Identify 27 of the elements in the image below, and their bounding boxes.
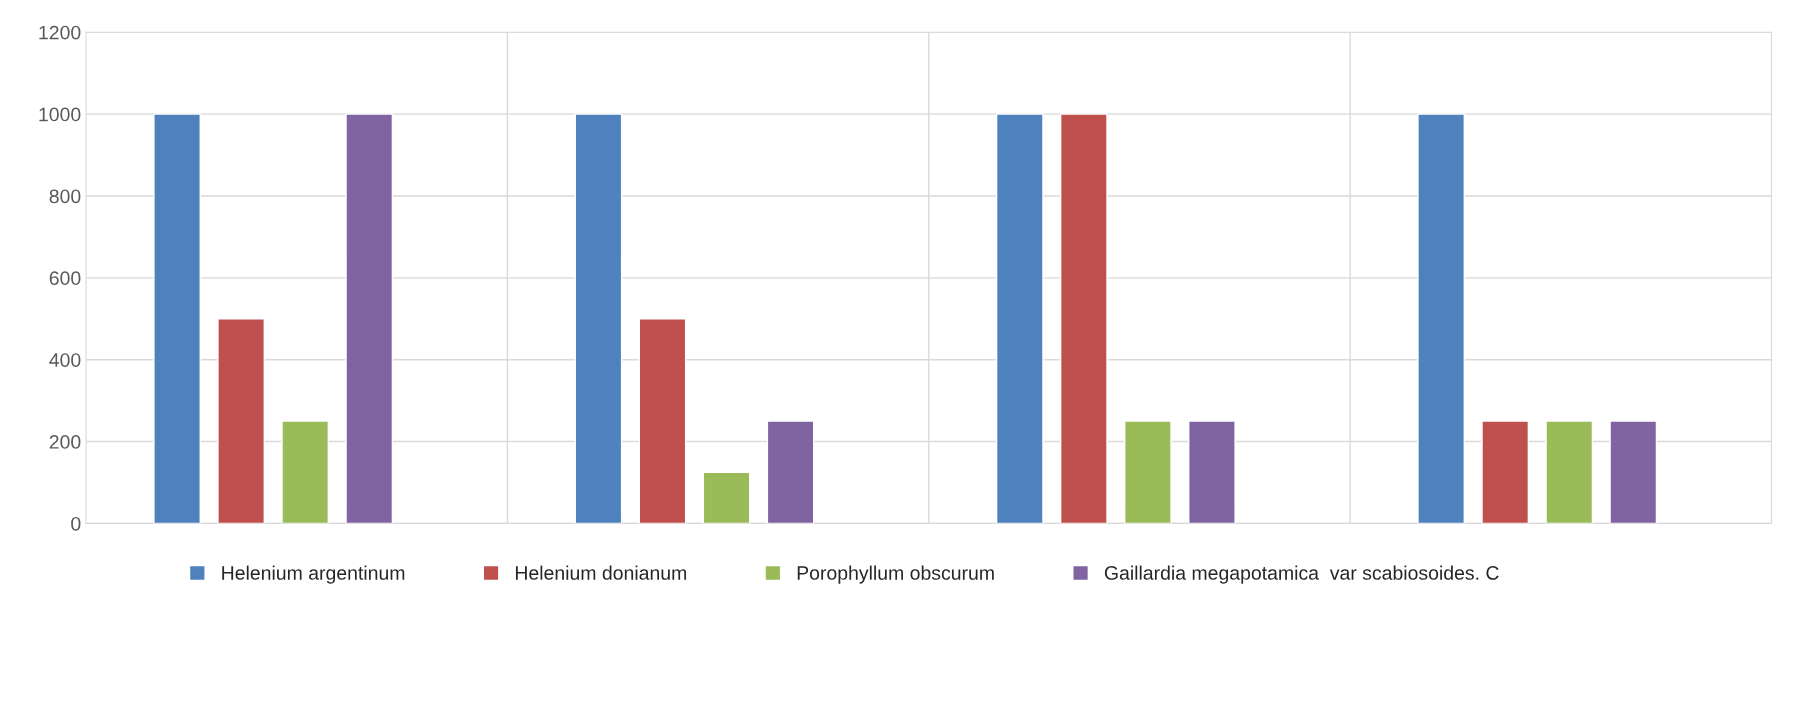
bar xyxy=(281,420,330,524)
bar xyxy=(638,318,687,524)
y-tick-label: 200 xyxy=(49,435,81,449)
bar xyxy=(1545,420,1594,524)
y-tick-label: 1200 xyxy=(39,25,81,40)
bar xyxy=(1124,420,1172,524)
bar xyxy=(1417,113,1466,524)
bar xyxy=(1609,420,1658,524)
bar xyxy=(702,471,751,524)
legend-label: Gaillardia megapotamica var scabiosoides. C xyxy=(1104,565,1499,584)
y-tick-label: 600 xyxy=(49,271,81,286)
bar xyxy=(995,113,1044,524)
bar xyxy=(1188,420,1236,524)
bar xyxy=(217,318,265,524)
bar xyxy=(766,420,815,524)
y-tick-label: 0 xyxy=(71,516,81,531)
bar xyxy=(1481,420,1530,524)
legend-label: Helenium donianum xyxy=(515,565,687,580)
bar xyxy=(1059,113,1108,524)
bar xyxy=(153,113,201,524)
y-tick-label: 400 xyxy=(49,353,81,367)
legend-label: Helenium argentinum xyxy=(222,565,405,584)
y-tick-label: 800 xyxy=(49,189,81,204)
bar xyxy=(574,113,623,524)
bar xyxy=(345,113,394,524)
y-tick-label: 1000 xyxy=(39,107,81,122)
legend-label: Porophyllum obscurum xyxy=(797,565,994,584)
